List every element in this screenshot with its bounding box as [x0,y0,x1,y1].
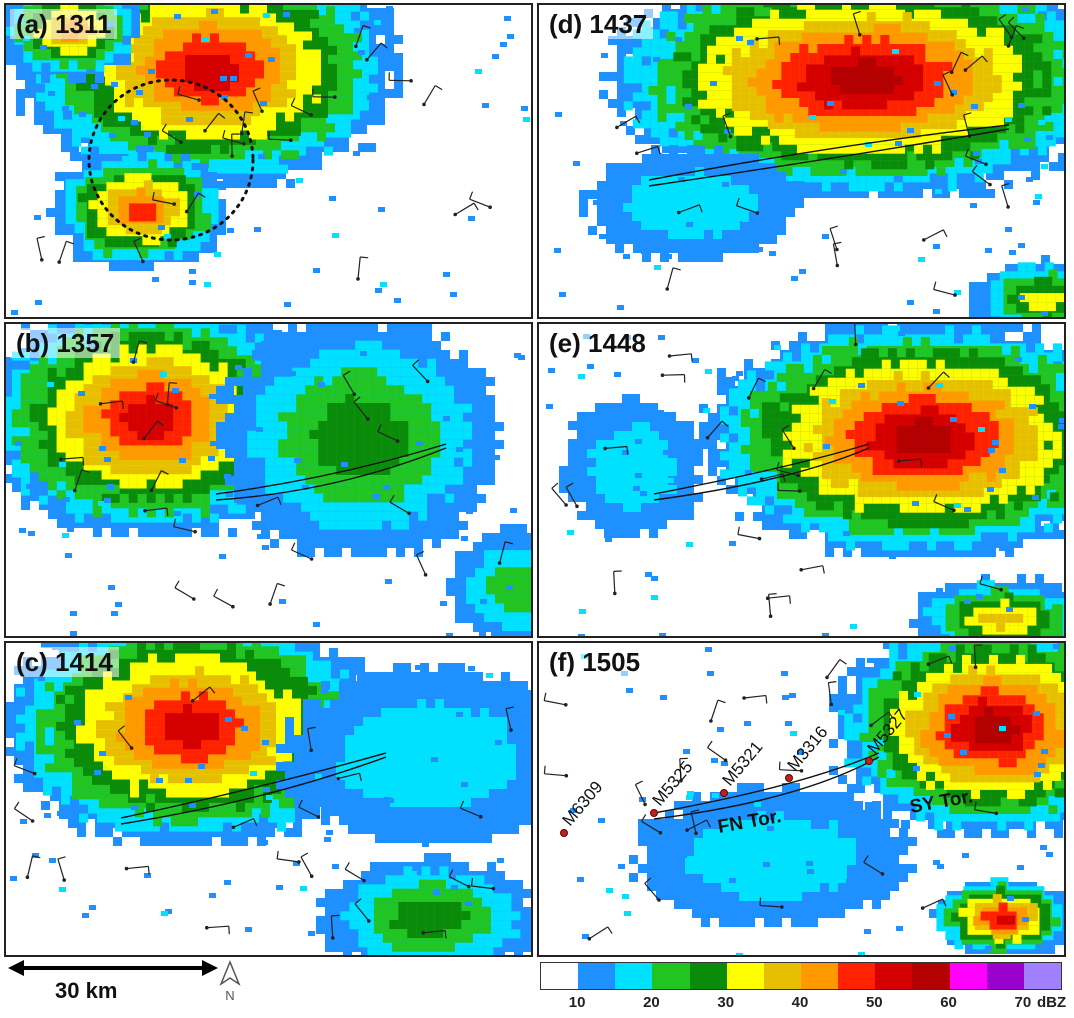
colorbar-tick-label: 60 [940,994,957,1011]
colorbar-swatch [689,963,727,989]
radar-reflectivity-map [554,5,1064,317]
north-arrow-icon: N [219,960,241,1003]
panel-label: (c) 1414 [10,647,119,677]
echo-level-2 [623,167,758,239]
colorbar-swatch [615,963,653,989]
echo-level-6 [978,613,1024,632]
radar-reflectivity-map [6,5,530,315]
panel-a: (a) 1311 [4,3,533,319]
colorbar-swatch [912,963,950,989]
echo-level-2 [587,422,677,512]
echo-level-2 [336,699,516,807]
echo-level-10 [830,57,903,94]
echo-level-4 [389,902,471,938]
colorbar-swatch [541,963,579,989]
colorbar-swatch [652,963,690,989]
colorbar-tick-label: 10 [569,994,586,1011]
colorbar-tick-label: 70 [1015,994,1032,1011]
scale-label: 30 km [55,978,117,1004]
colorbar-swatch [726,963,764,989]
colorbar-swatch [1023,963,1061,989]
echo-level-10 [896,416,951,453]
panel-label: (f) 1505 [543,647,647,677]
echo-level-10 [975,707,1021,744]
radar-reflectivity-map [546,324,1064,636]
echo-level-9 [119,395,174,441]
panel-e: (e) 1448 [537,322,1066,638]
panel-label: (b) 1357 [10,328,121,358]
echo-level-9 [996,915,1015,925]
colorbar-tick-label: 40 [792,994,809,1011]
colorbar-units: dBZ [1037,994,1066,1011]
colorbar-tick-label: 50 [866,994,883,1011]
radar-reflectivity-map [6,324,531,636]
colorbar-swatch [875,963,913,989]
colorbar-tick-label: 20 [643,994,660,1011]
colorbar-swatch [763,963,801,989]
panel-label: (e) 1448 [543,328,652,358]
echo-level-9 [165,704,219,750]
panel-d: (d) 1437 [537,3,1066,319]
panel-f: M6309 M5325 M5321 M3316 M5327 FN Tor. SY Tor.(… [537,641,1066,957]
echo-level-8 [129,203,157,222]
colorbar-swatch [800,963,839,989]
colorbar-swatch [986,963,1024,989]
colorbar-swatch [578,963,616,989]
colorbar-swatch [838,963,876,989]
echo-level-2 [685,811,856,901]
panel-label: (a) 1311 [10,9,118,39]
echo-level-3 [486,567,531,613]
radar-reflectivity-map [6,643,531,955]
panel-c: (c) 1414 [4,641,533,957]
radar-panel-grid: (a) 1311 (d) 1437 (b) 1357 (e) 1448 (c) … [4,3,1070,958]
panel-label: (d) 1437 [543,9,654,39]
reflectivity-colorbar [540,962,1062,990]
panel-b: (b) 1357 [4,322,533,638]
station-label: M3316 [784,723,832,775]
colorbar-swatch [949,963,987,989]
colorbar-tick-label: 30 [717,994,734,1011]
scale-bar [8,960,218,976]
